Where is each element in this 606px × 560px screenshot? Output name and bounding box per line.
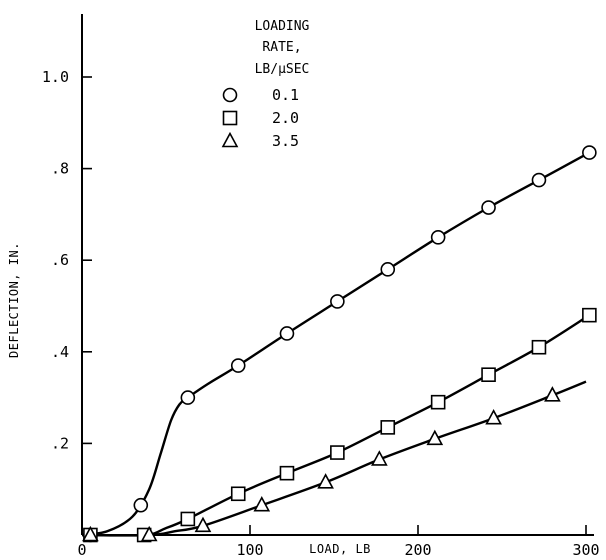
x-tick-label: 300 (572, 541, 599, 559)
series-markers (82, 145, 597, 543)
legend-title-line-3: LB/µSEC (255, 62, 310, 77)
data-point-circle (180, 390, 196, 405)
series-line-2.0 (81, 314, 591, 537)
legend-title-line-2: RATE, (262, 40, 301, 55)
data-point-circle (380, 262, 396, 277)
data-point-triangle (140, 525, 158, 542)
data-point-square (481, 367, 496, 383)
data-point-square (380, 420, 396, 435)
legend-entry-label: 2.0 (272, 109, 299, 127)
x-ticks: 0 100 200 300 (77, 525, 600, 559)
data-point-square (531, 339, 547, 355)
data-point-circle (582, 145, 597, 160)
y-tick-label: .8 (51, 160, 69, 178)
data-point-circle (330, 294, 345, 309)
x-axis-label: LOAD, LB (309, 542, 371, 556)
series-lines (81, 151, 591, 537)
y-tick-label: .6 (51, 251, 69, 269)
data-point-triangle (253, 496, 271, 512)
y-axis-label: DEFLECTION, IN. (7, 242, 21, 358)
data-point-square (582, 307, 597, 323)
x-tick-label: 100 (236, 541, 263, 559)
legend-marker-circle (222, 87, 238, 103)
legend-entry-label: 0.1 (272, 86, 299, 104)
axes (81, 14, 594, 536)
data-point-square (180, 511, 196, 527)
data-point-circle (133, 497, 149, 513)
data-point-circle (481, 200, 496, 215)
data-point-triangle (82, 525, 99, 542)
legend-marker-triangle (221, 131, 239, 148)
data-point-triangle (485, 409, 502, 425)
data-point-circle (279, 326, 295, 341)
x-tick-label: 0 (77, 541, 86, 559)
data-point-square (330, 445, 345, 460)
data-point-square (230, 486, 246, 502)
data-point-square (430, 394, 446, 410)
data-point-triangle (371, 450, 388, 466)
legend-entry-label: 3.5 (272, 132, 299, 150)
data-point-triangle (194, 516, 212, 533)
y-tick-label: .4 (51, 343, 69, 361)
y-tick-label: 1.0 (42, 68, 69, 86)
y-tick-label: .2 (51, 434, 69, 452)
data-point-triangle (317, 473, 334, 489)
legend-marker-square (222, 110, 238, 126)
legend-title-line-1: LOADING (255, 19, 310, 34)
legend: LOADING RATE, LB/µSEC 0.1 2.0 3.5 (221, 19, 310, 150)
data-point-circle (430, 230, 446, 245)
data-point-triangle (544, 386, 561, 402)
x-tick-label: 200 (404, 541, 431, 559)
data-point-circle (531, 172, 547, 188)
data-point-triangle (426, 429, 444, 446)
y-ticks: .2 .4 .6 .8 1.0 (42, 68, 92, 452)
series-line-0.1 (81, 151, 590, 537)
data-point-circle (230, 358, 246, 373)
data-point-square (279, 465, 295, 481)
